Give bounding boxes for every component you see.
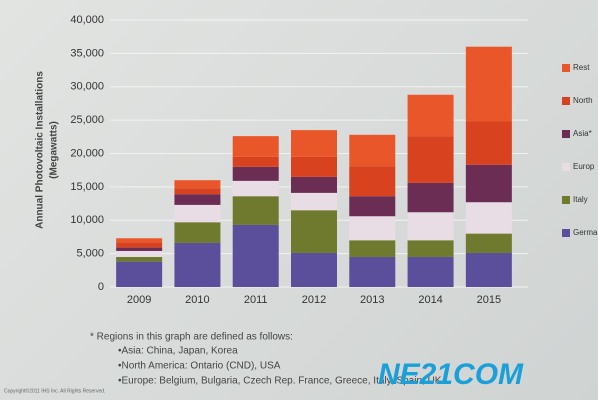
y-tick-label: 15,000 bbox=[70, 181, 104, 193]
legend-label: North bbox=[573, 96, 593, 105]
bar-segment bbox=[291, 252, 337, 287]
x-tick-label: 2013 bbox=[360, 294, 384, 306]
bar-segment bbox=[232, 136, 279, 157]
watermark: NE21COM bbox=[378, 358, 524, 391]
y-tick-label: 5,000 bbox=[76, 248, 104, 260]
bar-segment bbox=[407, 212, 454, 241]
x-tick-label: 2014 bbox=[418, 294, 442, 306]
bar-segment bbox=[465, 202, 512, 234]
y-tick-label: 10,000 bbox=[70, 214, 104, 226]
legend-swatch bbox=[562, 64, 570, 72]
y-tick-label: 20,000 bbox=[70, 147, 104, 159]
x-tick-label: 2010 bbox=[185, 294, 209, 306]
bar-segment bbox=[174, 242, 221, 287]
bar-segment bbox=[174, 194, 221, 205]
bar-segment bbox=[174, 204, 221, 223]
y-axis-title: Annual Photovoltaic Installations bbox=[35, 71, 46, 229]
bar-segment bbox=[174, 188, 221, 195]
bar-segment bbox=[465, 164, 512, 203]
legend-label: Europ bbox=[573, 162, 595, 171]
footnote: •North America: Ontario (CND), USA bbox=[118, 361, 281, 372]
bar-segment bbox=[349, 240, 396, 257]
bar-segment bbox=[174, 180, 221, 189]
bar-segment bbox=[291, 156, 337, 177]
y-tick-label: 30,000 bbox=[70, 81, 104, 93]
legend-swatch bbox=[562, 163, 570, 171]
bar-segment bbox=[407, 256, 454, 287]
x-tick-label: 2011 bbox=[244, 294, 268, 306]
bar-segment bbox=[465, 121, 512, 165]
bar-segment bbox=[232, 166, 279, 181]
bar-segment bbox=[407, 94, 454, 137]
bar-segment bbox=[407, 136, 454, 183]
bar-segment bbox=[232, 180, 279, 197]
bar-segment bbox=[174, 222, 221, 243]
bar-segment bbox=[349, 196, 396, 217]
bar-segment bbox=[116, 256, 163, 262]
bar-segment bbox=[407, 182, 454, 213]
y-tick-label: 0 bbox=[98, 281, 104, 293]
bar-segment bbox=[291, 210, 337, 253]
footnote: •Asia: China, Japan, Korea bbox=[118, 346, 238, 357]
y-tick-label: 25,000 bbox=[70, 114, 104, 126]
bar-segment bbox=[232, 196, 279, 225]
legend-swatch bbox=[562, 229, 570, 237]
bar-segment bbox=[465, 252, 512, 287]
bar-segment bbox=[407, 240, 454, 257]
legend-label: Italy bbox=[573, 195, 588, 204]
bar-segment bbox=[232, 224, 279, 287]
copyright: Copyright©2011 IHS Inc. All Rights Reser… bbox=[4, 387, 105, 394]
bar-segment bbox=[349, 166, 396, 197]
bar-segment bbox=[116, 261, 163, 287]
legend-label: Rest bbox=[573, 63, 590, 72]
y-tick-label: 40,000 bbox=[70, 14, 104, 26]
bar-segment bbox=[465, 233, 512, 253]
legend-label: Asia* bbox=[573, 129, 592, 138]
bar-segment bbox=[116, 242, 163, 248]
footnote: * Regions in this graph are defined as f… bbox=[90, 332, 293, 343]
x-tick-label: 2012 bbox=[302, 294, 326, 306]
bar-segment bbox=[116, 250, 163, 257]
bar-segment bbox=[116, 247, 163, 251]
legend-swatch bbox=[562, 130, 570, 138]
bar-segment bbox=[116, 238, 163, 243]
legend-swatch bbox=[562, 97, 570, 105]
bar-segment bbox=[349, 134, 396, 167]
bar-segment bbox=[349, 216, 396, 241]
bar-segment bbox=[465, 46, 512, 122]
x-tick-label: 2009 bbox=[127, 294, 151, 306]
y-tick-label: 35,000 bbox=[70, 47, 104, 59]
legend-swatch bbox=[562, 196, 570, 204]
bar-segment bbox=[291, 130, 337, 157]
footnote: •Europe: Belgium, Bulgaria, Czech Rep. F… bbox=[118, 376, 442, 387]
y-axis-title-unit: (Megawatts) bbox=[49, 121, 60, 179]
bar-segment bbox=[232, 156, 279, 167]
x-tick-label: 2015 bbox=[477, 294, 501, 306]
legend-label: Germa bbox=[573, 228, 598, 237]
bar-segment bbox=[349, 256, 396, 287]
bar-segment bbox=[291, 176, 337, 193]
bar-segment bbox=[291, 192, 337, 211]
